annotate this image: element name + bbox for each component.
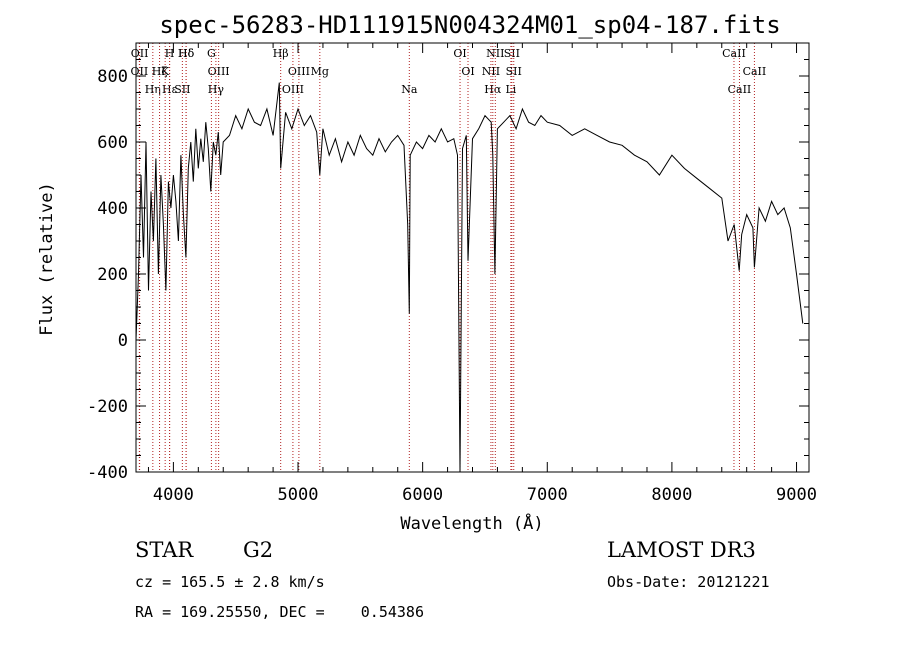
spectral-line-label: Hζ — [152, 65, 168, 78]
spectral-line-label: CaII — [722, 47, 746, 60]
spectral-line-label: CaII — [728, 83, 752, 96]
obs-date: Obs-Date: 20121221 — [607, 573, 770, 591]
spectral-line-label: Hε — [162, 83, 178, 96]
y-tick-label: -200 — [87, 397, 128, 417]
spectrum-series — [135, 82, 804, 473]
spectral-line-label: SII — [174, 83, 190, 96]
spectral-line-label: Mg — [311, 65, 329, 78]
coordinates: RA = 169.25550, DEC = 0.54386 — [135, 603, 424, 621]
spectral-line-label: OI — [453, 47, 466, 60]
x-axis-label: Wavelength (Å) — [400, 512, 543, 534]
axes: 4000 5000 6000 7000 8000 9000 -400 -200 0 200 400 6… — [87, 42, 817, 505]
spectral-line-label: Hδ — [178, 47, 195, 60]
spectral-line-label: Hη — [145, 83, 161, 96]
spectral-line-label: Li — [505, 83, 516, 96]
spectral-line-label: NII — [486, 47, 504, 60]
spectral-line-label: OI — [461, 65, 474, 78]
spectral-line-label: Hα — [484, 83, 502, 96]
spectral-line-label: H — [165, 47, 175, 60]
x-tick-label: 4000 — [153, 485, 194, 505]
x-tick-label: 5000 — [278, 485, 319, 505]
x-tick-label: 9000 — [776, 485, 817, 505]
chart-title: spec-56283-HD111915N004324M01_sp04-187.f… — [159, 11, 780, 39]
object-class: STAR — [135, 538, 194, 562]
spectrum-line — [135, 82, 804, 473]
spectral-line-label: OII — [131, 65, 149, 78]
spectral-line-label: K — [161, 65, 170, 78]
redshift-info: cz = 165.5 ± 2.8 km/s — [135, 573, 325, 591]
spectral-line-label: NII — [482, 65, 500, 78]
spectral-line-markers: HδOIIHεOIIKHηHHζSIIHδOIIIHγGOIIIOIIIHβMg… — [131, 43, 767, 472]
survey-name: LAMOST DR3 — [607, 538, 756, 562]
spectral-line-label: G — [207, 47, 216, 60]
x-tick-label: 6000 — [402, 485, 443, 505]
spectral-line-label: OIII — [208, 65, 230, 78]
x-tick-label: 8000 — [651, 485, 692, 505]
spectral-line-label: Hβ — [273, 47, 289, 60]
spectral-line-label: OIII — [282, 83, 304, 96]
y-tick-label: 200 — [97, 265, 128, 285]
y-tick-label: 800 — [97, 67, 128, 87]
x-tick-label: 7000 — [527, 485, 568, 505]
spectral-line-label: SII — [506, 65, 522, 78]
spectral-line-label: CaII — [743, 65, 767, 78]
spectral-line-label: Hγ — [208, 83, 225, 96]
y-axis-label: Flux (relative) — [37, 182, 57, 336]
spectral-line-label: Na — [401, 83, 418, 96]
y-tick-label: 600 — [97, 133, 128, 153]
object-subclass: G2 — [243, 538, 274, 562]
y-tick-label: 400 — [97, 199, 128, 219]
spectral-line-label: OII — [131, 47, 149, 60]
plot-frame — [135, 42, 810, 473]
y-tick-label: -400 — [87, 463, 128, 483]
y-tick-label: 0 — [118, 331, 128, 351]
spectral-line-label: OIII — [288, 65, 310, 78]
spectral-line-label: Hδ — [178, 47, 195, 60]
spectral-line-label: SII — [504, 47, 520, 60]
